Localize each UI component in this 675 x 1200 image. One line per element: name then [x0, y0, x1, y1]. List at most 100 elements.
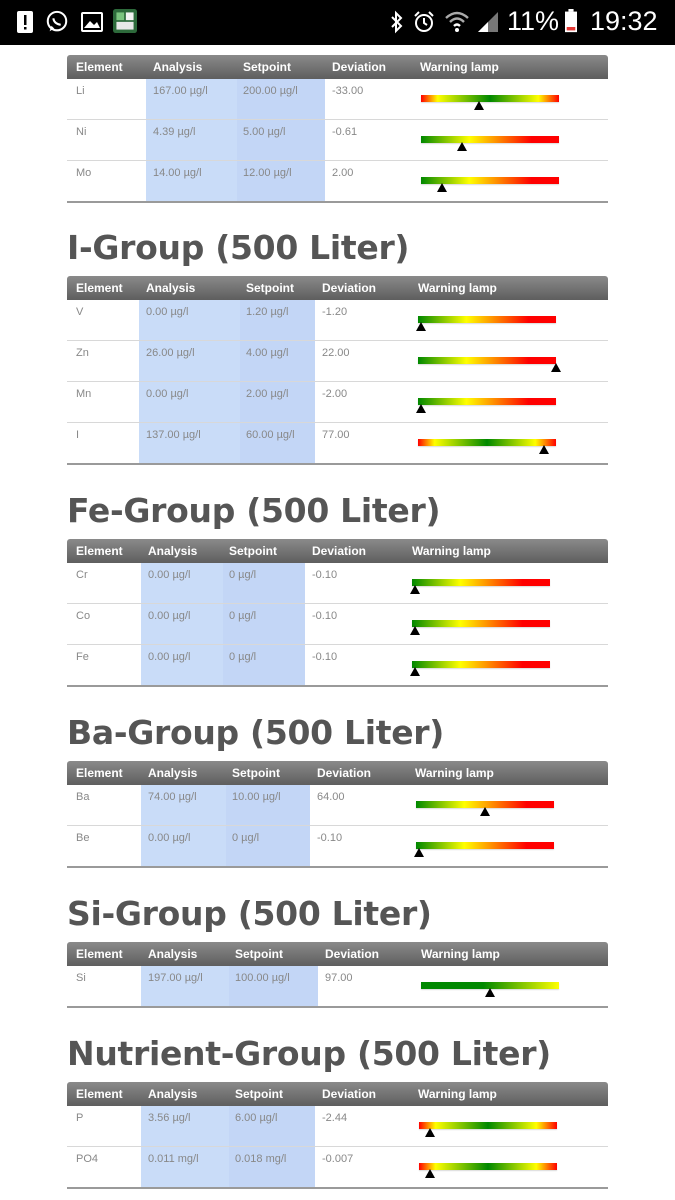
- analysis-column-highlight: [141, 563, 223, 686]
- warning-lamp: [421, 95, 559, 110]
- table-row: Si 197.00 µg/l 100.00 µg/l 97.00: [67, 966, 608, 1008]
- group-title: Ba-Group (500 Liter): [67, 713, 445, 752]
- header-analysis: Analysis: [146, 281, 196, 295]
- cell-analysis: 26.00 µg/l: [146, 347, 195, 359]
- cell-deviation: -2.00: [322, 388, 348, 400]
- setpoint-column-highlight: [237, 79, 325, 202]
- group-table: Element Analysis Setpoint Deviation Warning …: [67, 942, 608, 1008]
- header-warning-lamp: Warning lamp: [412, 544, 491, 558]
- cell-setpoint: 0 µg/l: [232, 832, 260, 844]
- cell-analysis: 197.00 µg/l: [148, 972, 203, 984]
- warning-lamp-marker: [473, 101, 484, 110]
- cell-analysis: 0.00 µg/l: [148, 651, 191, 663]
- cell-setpoint: 0 µg/l: [229, 569, 257, 581]
- cell-setpoint: 0.018 mg/l: [235, 1153, 287, 1165]
- warning-lamp: [416, 801, 554, 816]
- table-row: Be 0.00 µg/l 0 µg/l -0.10: [67, 826, 608, 868]
- warning-lamp: [421, 982, 559, 997]
- warning-lamp: [419, 1163, 557, 1178]
- warning-lamp-marker: [415, 322, 426, 331]
- warning-lamp-bar: [421, 177, 559, 184]
- group-table: Element Analysis Setpoint Deviation Warning …: [67, 55, 608, 203]
- warning-lamp-marker: [425, 1128, 436, 1137]
- cell-analysis: 0.00 µg/l: [148, 569, 191, 581]
- cell-setpoint: 5.00 µg/l: [243, 126, 286, 138]
- setpoint-column-highlight: [229, 966, 318, 1007]
- analysis-column-highlight: [141, 966, 229, 1007]
- warning-lamp-bar: [421, 982, 559, 989]
- group-table: Element Analysis Setpoint Deviation Warning …: [67, 1082, 608, 1189]
- cell-element: PO4: [76, 1153, 99, 1165]
- cell-element: Si: [76, 972, 86, 984]
- warning-lamp-bar: [418, 398, 556, 405]
- warning-lamp-bar: [418, 439, 556, 446]
- table-row: I 137.00 µg/l 60.00 µg/l 77.00: [67, 423, 608, 465]
- header-deviation: Deviation: [325, 947, 380, 961]
- header-deviation: Deviation: [312, 544, 367, 558]
- warning-lamp-marker: [485, 988, 495, 997]
- cell-element: V: [76, 306, 84, 318]
- warning-lamp-marker: [413, 848, 424, 857]
- battery-percent: 11%: [507, 6, 560, 36]
- group-title: I-Group (500 Liter): [67, 228, 410, 267]
- table-row: Co 0.00 µg/l 0 µg/l -0.10: [67, 604, 608, 645]
- table-row: Fe 0.00 µg/l 0 µg/l -0.10: [67, 645, 608, 687]
- analysis-column-highlight: [141, 1106, 229, 1188]
- warning-lamp: [419, 1122, 557, 1137]
- header-analysis: Analysis: [148, 766, 198, 780]
- cell-setpoint: 60.00 µg/l: [246, 429, 295, 441]
- warning-lamp: [409, 620, 550, 635]
- warning-lamp-bar: [418, 316, 556, 323]
- cell-deviation: 97.00: [325, 972, 353, 984]
- cell-element: Li: [76, 85, 85, 97]
- header-setpoint: Setpoint: [229, 544, 277, 558]
- header-setpoint: Setpoint: [232, 766, 280, 780]
- analysis-column-highlight: [139, 300, 240, 464]
- cell-element: Zn: [76, 347, 89, 359]
- warning-lamp: [409, 579, 550, 594]
- cell-analysis: 14.00 µg/l: [153, 167, 202, 179]
- header-deviation: Deviation: [322, 281, 377, 295]
- cell-element: Fe: [76, 651, 89, 663]
- cell-deviation: -2.44: [322, 1112, 348, 1124]
- warning-lamp: [415, 398, 556, 413]
- cell-deviation: -33.00: [332, 85, 364, 97]
- header-warning-lamp: Warning lamp: [418, 281, 497, 295]
- table-row: PO4 0.011 mg/l 0.018 mg/l -0.007: [67, 1147, 608, 1189]
- header-deviation: Deviation: [332, 60, 387, 74]
- warning-lamp-bar: [421, 95, 559, 102]
- cell-analysis: 0.00 µg/l: [148, 832, 191, 844]
- clock: 19:32: [590, 6, 658, 36]
- warning-lamp-marker: [425, 1169, 436, 1178]
- warning-lamp: [421, 136, 559, 151]
- cell-analysis: 74.00 µg/l: [148, 791, 197, 803]
- cell-element: Mn: [76, 388, 92, 400]
- warning-lamp-marker: [409, 626, 420, 635]
- warning-lamp-marker: [409, 585, 420, 594]
- warning-lamp: [413, 842, 554, 857]
- nikon-app-icon: [113, 9, 137, 33]
- table-header: Element Analysis Setpoint Deviation Warning …: [67, 55, 608, 79]
- cell-deviation: 2.00: [332, 167, 354, 179]
- cell-setpoint: 0 µg/l: [229, 610, 257, 622]
- setpoint-column-highlight: [229, 1106, 315, 1188]
- header-warning-lamp: Warning lamp: [420, 60, 499, 74]
- signal-icon: [478, 12, 498, 32]
- warning-lamp-marker: [409, 667, 420, 676]
- header-deviation: Deviation: [317, 766, 372, 780]
- cell-deviation: -0.61: [332, 126, 358, 138]
- cell-setpoint: 2.00 µg/l: [246, 388, 289, 400]
- header-setpoint: Setpoint: [235, 947, 283, 961]
- header-warning-lamp: Warning lamp: [421, 947, 500, 961]
- group-table: Element Analysis Setpoint Deviation Warning …: [67, 761, 608, 868]
- analysis-column-highlight: [146, 79, 237, 202]
- table-header: Element Analysis Setpoint Deviation Warning …: [67, 276, 608, 300]
- cell-analysis: 0.011 mg/l: [148, 1153, 199, 1165]
- cell-analysis: 0.00 µg/l: [146, 388, 189, 400]
- cell-deviation: -0.007: [322, 1153, 354, 1165]
- warning-lamp-marker: [538, 445, 549, 454]
- warning-lamp-bar: [412, 579, 550, 586]
- warning-lamp-marker: [436, 183, 447, 192]
- wifi-icon: [445, 11, 469, 32]
- cell-element: I: [76, 429, 80, 441]
